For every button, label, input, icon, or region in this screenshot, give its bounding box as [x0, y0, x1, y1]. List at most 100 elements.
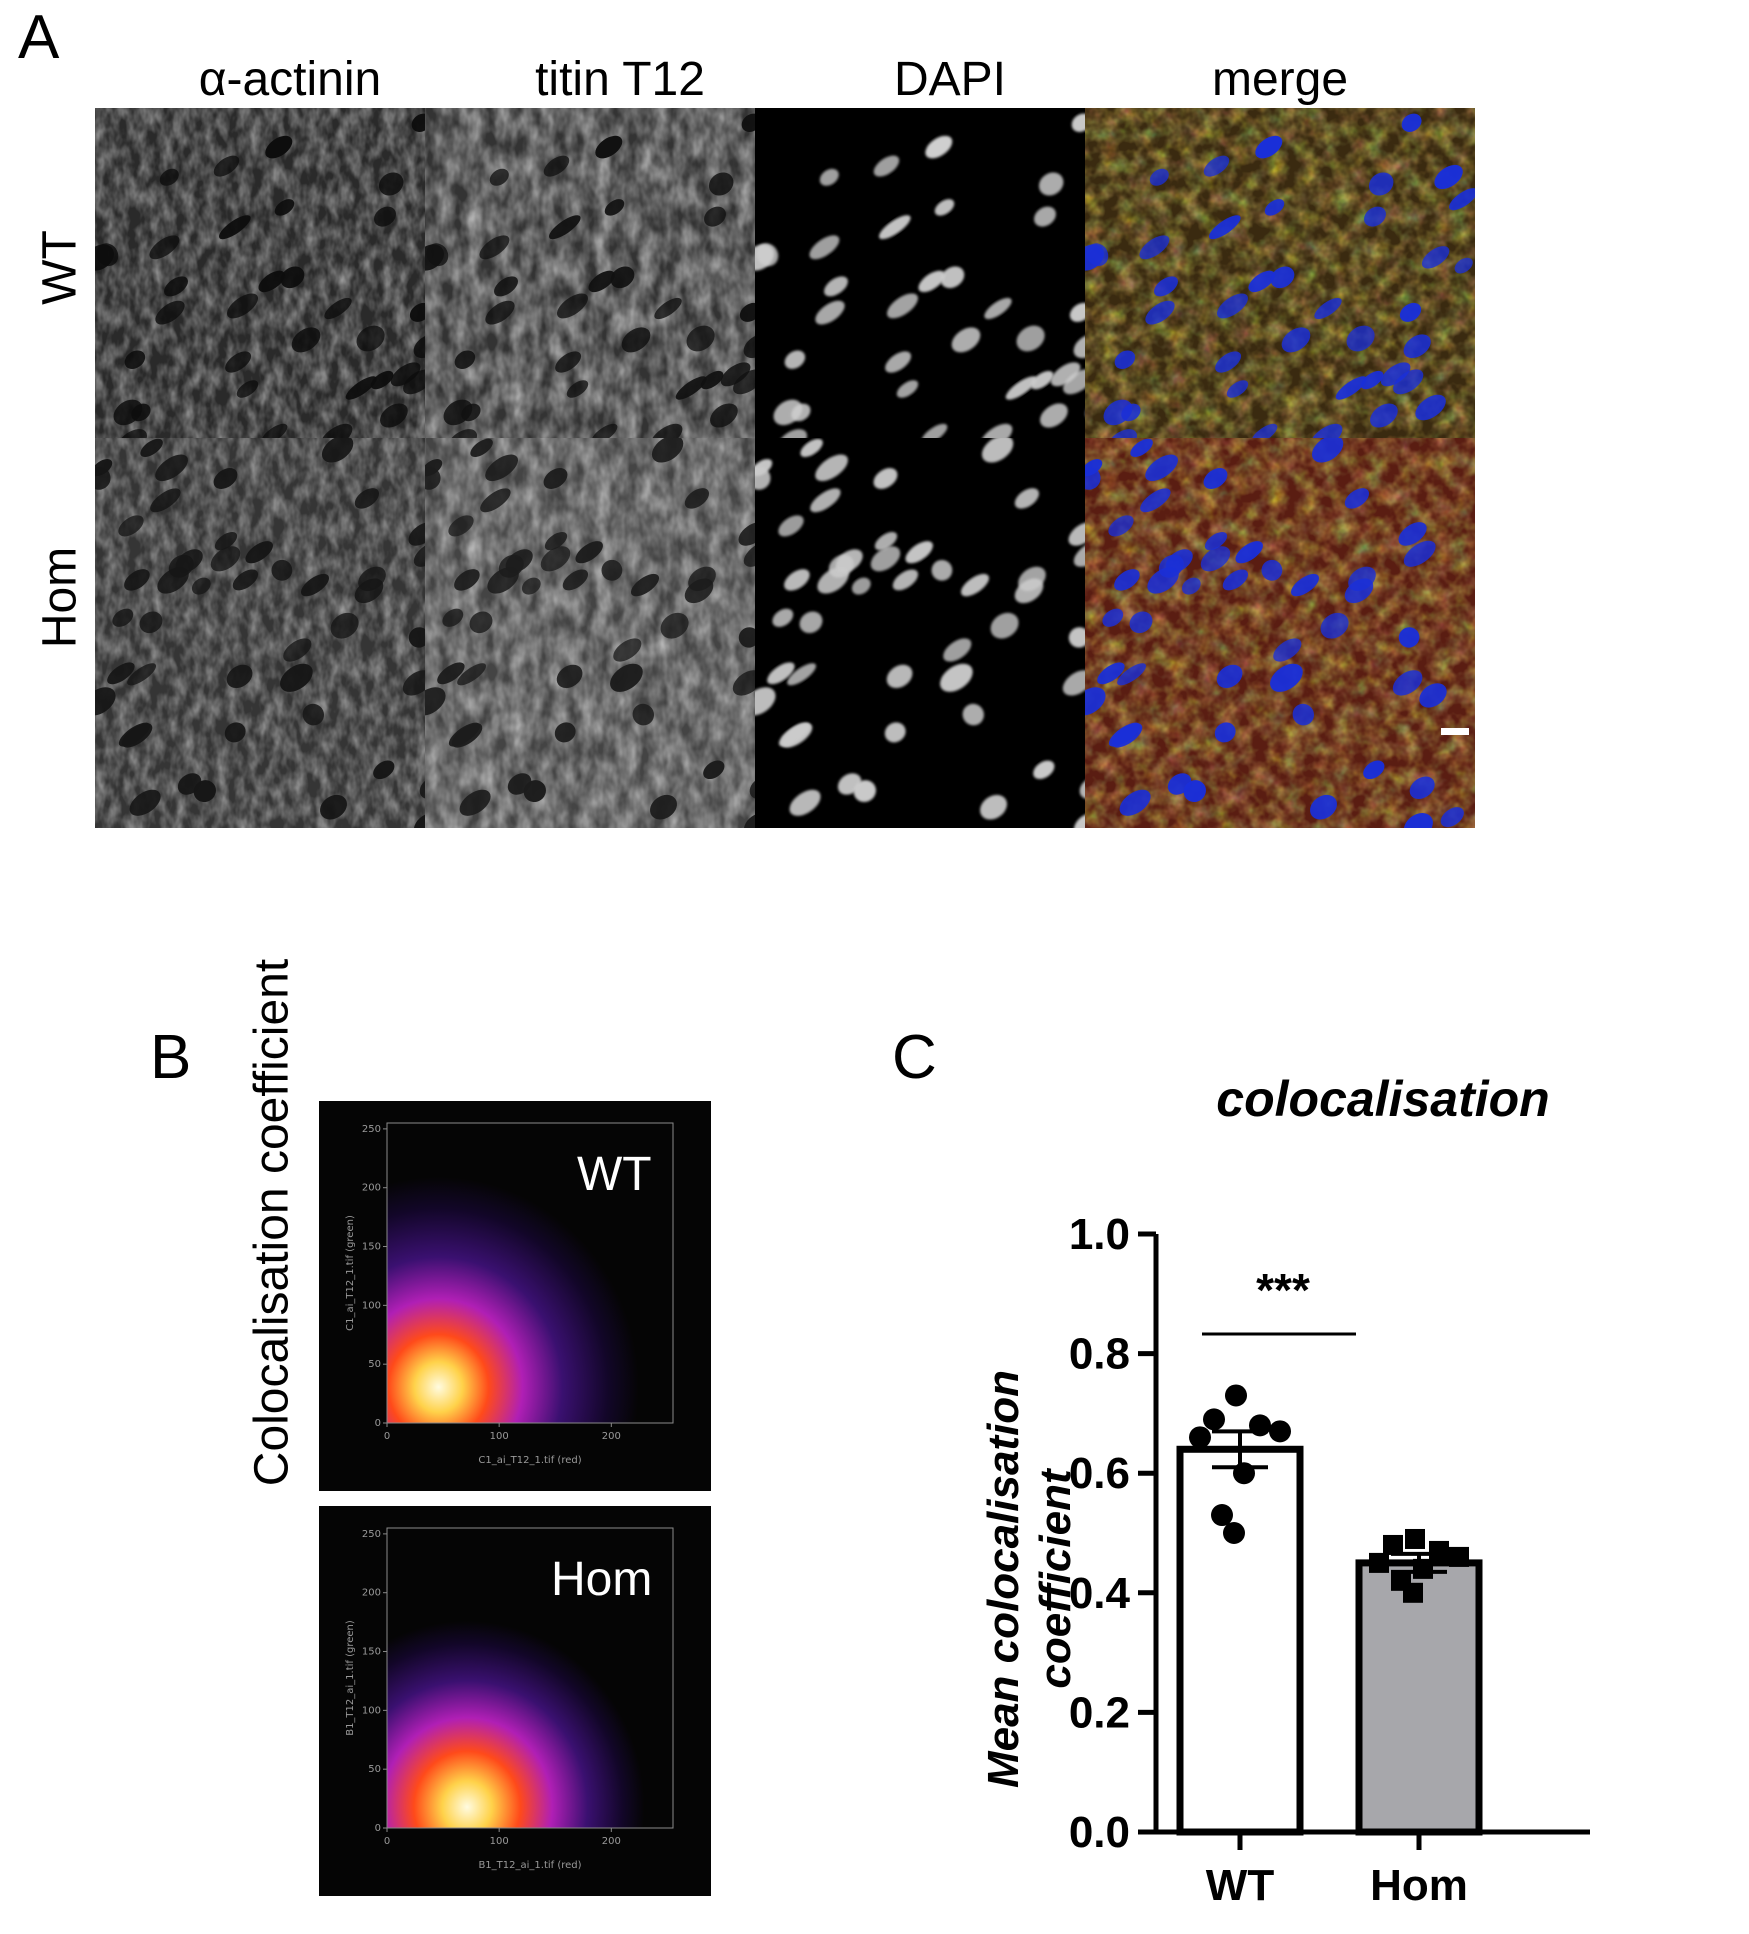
column-label-dapi: DAPI	[893, 53, 1007, 106]
y-tick-label: 50	[368, 1359, 381, 1370]
nucleus	[815, 300, 845, 325]
x-tick-label: 200	[602, 1836, 621, 1847]
nucleus	[1149, 168, 1169, 186]
nucleus	[124, 350, 146, 369]
nucleus	[810, 488, 841, 513]
nucleus	[1034, 206, 1056, 227]
y-tick-label: 0.0	[1069, 1808, 1130, 1857]
nucleus	[1130, 438, 1153, 458]
nucleus	[164, 276, 188, 297]
nucleus	[1030, 370, 1054, 390]
nucleus	[621, 327, 651, 353]
nucleus	[95, 459, 113, 477]
nucleus	[925, 135, 953, 159]
nucleus	[1370, 403, 1398, 428]
nucleus	[1014, 488, 1040, 509]
x-axis-label: C1_ai_T12_1.tif (red)	[478, 1455, 581, 1466]
nucleus	[610, 663, 643, 692]
nucleus	[1281, 327, 1311, 353]
data-point	[1203, 1408, 1225, 1431]
nucleus	[370, 370, 394, 390]
scatter-label-wt: WT	[577, 1148, 652, 1201]
y-tick-label: 0.8	[1069, 1330, 1130, 1379]
nucleus	[873, 155, 900, 177]
nucleus	[1016, 325, 1045, 352]
nucleus	[1085, 459, 1103, 477]
nucleus	[544, 531, 568, 551]
nucleus	[443, 399, 473, 426]
nucleus	[824, 276, 848, 297]
nucleus	[984, 297, 1012, 320]
nucleus	[245, 541, 273, 564]
nucleus	[426, 243, 449, 267]
density-heatmap-wt	[387, 1123, 673, 1423]
nucleus	[95, 687, 116, 716]
density-heatmap-hom	[387, 1528, 673, 1828]
nucleus	[886, 293, 919, 319]
y-tick-label: 100	[362, 1300, 381, 1311]
nucleus	[1310, 794, 1337, 820]
nucleus	[1040, 403, 1068, 428]
nucleus	[224, 722, 246, 743]
data-point	[1383, 1534, 1403, 1555]
nucleus	[835, 549, 863, 573]
nucleus	[703, 760, 725, 780]
nucleus	[767, 662, 795, 685]
nucleus	[118, 515, 144, 537]
x-tick-label: Hom	[1370, 1861, 1468, 1910]
nucleus	[960, 573, 990, 597]
nucleus	[1097, 662, 1125, 685]
nucleus	[155, 300, 185, 325]
nucleus	[271, 559, 293, 581]
nucleus	[556, 664, 583, 689]
nucleus	[124, 569, 150, 591]
nucleus	[708, 172, 734, 196]
y-axis-label-line-2: coefficient	[1031, 1467, 1080, 1689]
nucleus	[487, 567, 519, 594]
data-point	[1405, 1528, 1425, 1549]
y-tick-label: 0	[375, 1823, 381, 1834]
y-tick-label: 0.6	[1069, 1449, 1130, 1498]
data-point	[1189, 1426, 1211, 1449]
nucleus	[107, 662, 135, 685]
x-tick-label: 100	[490, 1836, 509, 1847]
nucleus	[1421, 246, 1450, 269]
nucleus	[485, 454, 518, 482]
nucleus	[1222, 569, 1249, 591]
nucleus	[213, 155, 240, 177]
nucleus	[772, 608, 794, 627]
nucleus	[1145, 300, 1175, 325]
nucleus	[320, 794, 347, 820]
nucleus	[755, 459, 773, 477]
nucleus	[425, 687, 446, 716]
x-tick-label: 0	[384, 1836, 390, 1847]
nucleus	[1270, 266, 1295, 289]
nucleus	[345, 376, 377, 400]
micrograph-hom-titin	[425, 438, 815, 828]
row-label-hom: Hom	[33, 546, 87, 649]
y-axis-label: Mean colocalisation coefficient	[979, 1370, 1080, 1788]
nucleus	[1145, 454, 1178, 482]
nucleus	[1203, 155, 1230, 177]
nucleus	[943, 638, 972, 662]
nucleus	[454, 350, 476, 369]
nucleus	[1401, 113, 1422, 132]
y-axis-label: B1_T12_ai_1.tif (green)	[345, 1620, 356, 1736]
nucleus	[1216, 664, 1243, 689]
nucleus	[886, 664, 913, 689]
y-tick-label: 100	[362, 1705, 381, 1716]
nucleus	[1419, 683, 1447, 708]
x-tick-label: 100	[490, 1431, 509, 1442]
nucleus	[980, 794, 1007, 820]
nucleus	[1403, 334, 1431, 359]
nucleus	[990, 612, 1019, 639]
nucleus	[1270, 663, 1303, 692]
nucleus	[873, 468, 898, 489]
panel-c-letter: C	[892, 1023, 937, 1092]
nucleus	[283, 638, 312, 662]
data-point	[1225, 1384, 1247, 1407]
data-point	[1449, 1546, 1469, 1567]
chart-title: colocalisation	[1216, 1071, 1549, 1127]
micrograph-wt-alpha-actinin	[95, 108, 485, 498]
nucleus	[1290, 573, 1320, 597]
